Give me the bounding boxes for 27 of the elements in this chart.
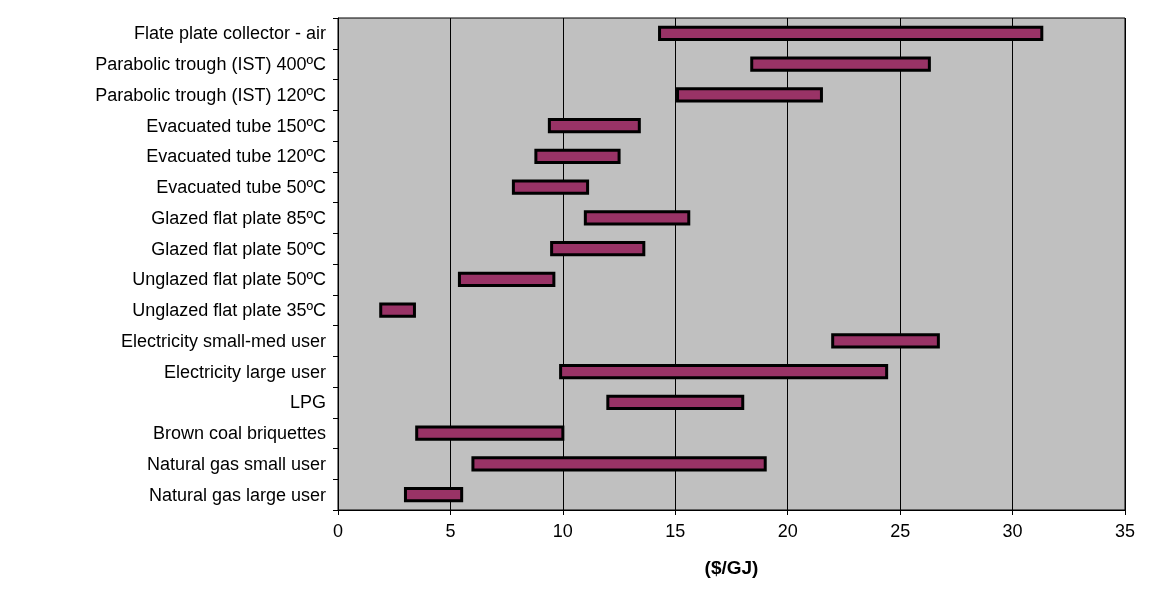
x-tick-label: 0 xyxy=(332,521,344,541)
y-tick-label: Electricity large user xyxy=(163,361,326,382)
x-tick-label: 35 xyxy=(1114,521,1136,541)
x-axis-title: ($/GJ) xyxy=(704,557,759,578)
y-tick-label: Natural gas small user xyxy=(146,453,326,474)
x-tick-label: 15 xyxy=(665,521,686,541)
x-tick-label: 5 xyxy=(445,521,456,541)
x-tick-label: 25 xyxy=(890,521,911,541)
y-tick-label: Evacuated tube 120ºC xyxy=(146,146,326,167)
y-tick-label: Evacuated tube 150ºC xyxy=(146,115,326,136)
y-tick-label: Flate plate collector - air xyxy=(133,23,326,44)
bar xyxy=(379,302,416,318)
y-tick-label: Evacuated tube 50ºC xyxy=(156,177,326,198)
y-tick-label: Natural gas large user xyxy=(148,484,326,505)
y-tick-label: Electricity small-med user xyxy=(120,330,326,351)
y-tick-label: Unglazed flat plate 50ºC xyxy=(132,269,326,290)
y-tick-label: Glazed flat plate 50ºC xyxy=(151,238,326,259)
y-tick-label: Parabolic trough (IST) 400ºC xyxy=(95,54,326,75)
y-tick-label: Brown coal briquettes xyxy=(152,423,326,444)
y-tick-label: Parabolic trough (IST) 120ºC xyxy=(95,84,326,105)
bar xyxy=(457,271,556,288)
x-tick-label: 30 xyxy=(1002,521,1023,541)
y-tick-label: LPG xyxy=(289,392,326,413)
y-tick-label: Glazed flat plate 85ºC xyxy=(151,207,326,228)
x-tick-label: 10 xyxy=(552,521,573,541)
y-tick-label: Unglazed flat plate 35ºC xyxy=(132,300,326,321)
x-tick-label: 20 xyxy=(777,521,798,541)
